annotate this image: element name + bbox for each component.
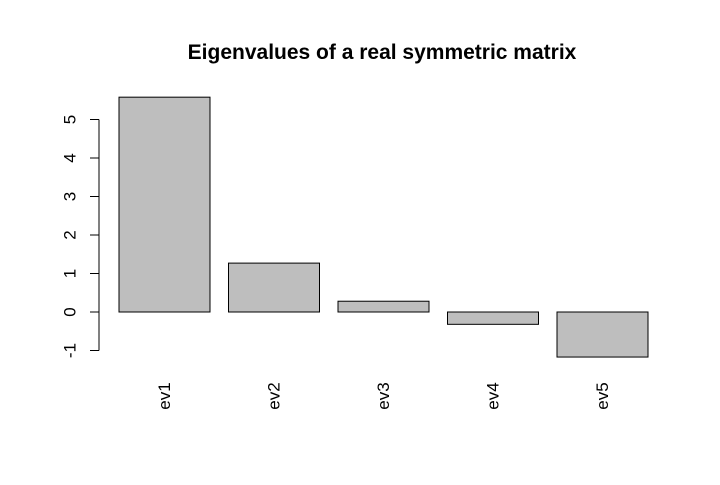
x-category-label: ev1 — [155, 382, 174, 409]
x-category-label: ev5 — [593, 382, 612, 409]
y-tick-label: 0 — [61, 307, 80, 316]
x-category-label: ev3 — [374, 382, 393, 409]
y-axis: -1 0 1 2 3 4 5 — [61, 115, 100, 358]
bar-ev5 — [556, 311, 649, 358]
bar-ev1 — [118, 96, 211, 313]
bar-ev2 — [228, 262, 320, 313]
chart-title: Eigenvalues of a real symmetric matrix — [188, 41, 577, 64]
y-tick-label: -1 — [61, 343, 80, 358]
x-category-label: ev2 — [265, 382, 284, 409]
y-tick-label: 3 — [61, 192, 80, 201]
bars-layer — [118, 96, 649, 358]
x-category-labels: ev1 ev2 ev3 ev4 ev5 — [155, 382, 612, 409]
x-category-label: ev4 — [484, 382, 503, 409]
bar-ev4 — [447, 311, 539, 325]
y-tick-label: 4 — [61, 153, 80, 162]
bar-ev3 — [337, 300, 430, 313]
y-tick-label: 1 — [61, 269, 80, 278]
y-tick-label: 5 — [61, 115, 80, 124]
y-tick-label: 2 — [61, 230, 80, 239]
